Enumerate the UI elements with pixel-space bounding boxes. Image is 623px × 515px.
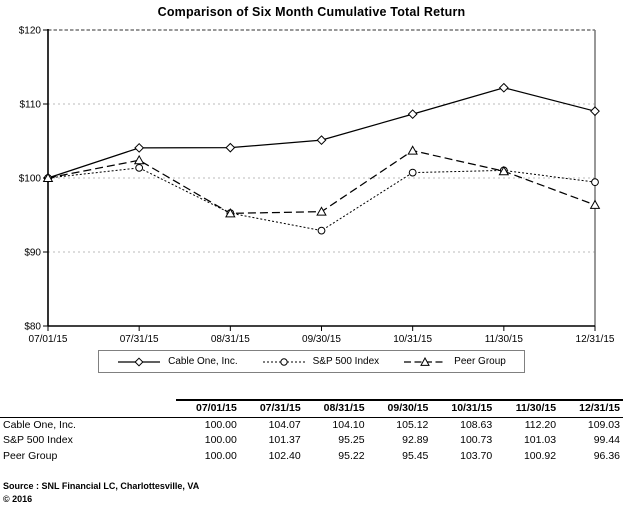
value-cell: 95.25 — [338, 434, 365, 446]
value-cell: 92.89 — [402, 434, 429, 446]
value-cell: 101.03 — [523, 434, 557, 446]
svg-text:11/30/15: 11/30/15 — [485, 334, 524, 345]
returns-table-body: Cable One, Inc. 100.00 104.07 104.10 105.12 1… — [0, 417, 623, 464]
value-cell: 100.00 — [204, 434, 237, 446]
svg-text:$110: $110 — [19, 100, 41, 111]
legend-label-peer-group: Peer Group — [454, 356, 506, 367]
chart-title: Comparison of Six Month Cumulative Total… — [157, 5, 466, 19]
svg-text:09/30/15: 09/30/15 — [302, 334, 341, 345]
source-attribution: Source : SNL Financial LC, Charlottesvil… — [3, 481, 200, 491]
returns-table-wrap: 07/01/15 07/31/15 08/31/15 09/30/15 10/31/15… — [0, 399, 623, 464]
chart-legend: Cable One, Inc. S&P 500 Index Peer Group — [0, 350, 623, 373]
value-cell: 95.45 — [402, 449, 429, 462]
value-cell: 101.37 — [268, 434, 301, 446]
table-date-header: 10/31/15 — [431, 399, 496, 418]
value-cell: 104.07 — [268, 418, 301, 431]
legend-item-cable-one: Cable One, Inc. — [117, 356, 238, 367]
svg-text:07/01/15: 07/01/15 — [29, 334, 68, 345]
table-row: Peer Group 100.00 102.40 95.22 95.45 103.70 10… — [0, 449, 623, 465]
value-cell: 104.10 — [332, 418, 365, 431]
table-date-header: 07/01/15 — [176, 399, 240, 418]
table-date-header: 09/30/15 — [367, 399, 432, 418]
svg-text:$80: $80 — [24, 322, 41, 333]
svg-text:12/31/15: 12/31/15 — [576, 334, 615, 345]
value-cell: 99.44 — [593, 434, 620, 446]
value-cell: 100.00 — [204, 449, 237, 462]
value-cell: 100.00 — [204, 418, 237, 431]
table-date-header: 11/30/15 — [495, 399, 560, 418]
value-cell: 108.63 — [460, 418, 493, 431]
copyright-notice: © 2016 — [3, 494, 33, 504]
table-row: S&P 500 Index 100.00 101.37 95.25 92.89 100.7… — [0, 433, 623, 449]
table-date-header: 07/31/15 — [239, 399, 304, 418]
value-cell: 102.40 — [268, 449, 301, 462]
series-label-cell: S&P 500 Index — [3, 434, 73, 446]
svg-text:10/31/15: 10/31/15 — [393, 334, 432, 345]
svg-text:07/31/15: 07/31/15 — [120, 334, 159, 345]
value-cell: 95.22 — [338, 449, 365, 462]
legend-item-sp500: S&P 500 Index — [262, 356, 380, 367]
value-cell: 103.70 — [460, 449, 493, 462]
returns-table-header: 07/01/15 07/31/15 08/31/15 09/30/15 10/31/15… — [0, 399, 623, 418]
table-date-header: 08/31/15 — [303, 399, 368, 418]
value-cell: 100.92 — [523, 449, 557, 462]
table-corner-cell — [0, 400, 177, 418]
value-cell: 112.20 — [524, 418, 557, 431]
series-label-cell: Cable One, Inc. — [3, 418, 76, 431]
table-header-row: 07/01/15 07/31/15 08/31/15 09/30/15 10/31/15… — [0, 399, 623, 418]
legend-label-sp500: S&P 500 Index — [312, 356, 380, 367]
value-cell: 100.73 — [460, 434, 493, 446]
dotted-line-circle-marker-icon — [262, 357, 305, 366]
legend-label-cable-one: Cable One, Inc. — [168, 356, 238, 367]
legend-item-peer-group: Peer Group — [403, 356, 506, 367]
svg-text:$100: $100 — [19, 174, 42, 185]
svg-text:$120: $120 — [19, 26, 42, 37]
dashed-line-triangle-marker-icon — [404, 356, 447, 366]
svg-text:08/31/15: 08/31/15 — [211, 334, 250, 345]
svg-text:$90: $90 — [24, 248, 41, 259]
solid-line-diamond-marker-icon — [118, 356, 161, 367]
value-cell: 105.12 — [396, 418, 429, 431]
value-cell: 96.36 — [593, 449, 620, 462]
table-row: Cable One, Inc. 100.00 104.07 104.10 105.12 1… — [0, 417, 623, 433]
table-date-header: 12/31/15 — [559, 399, 623, 418]
returns-table: 07/01/15 07/31/15 08/31/15 09/30/15 10/31/15… — [0, 399, 623, 464]
cumulative-return-line-chart: $80 $90 $100 $110 $120 07/01/15 07/31/15 08/31/… — [19, 26, 615, 346]
series-label-cell: Peer Group — [3, 449, 58, 462]
legend-box: Cable One, Inc. S&P 500 Index Peer Group — [98, 350, 525, 373]
value-cell: 109.03 — [587, 418, 620, 431]
